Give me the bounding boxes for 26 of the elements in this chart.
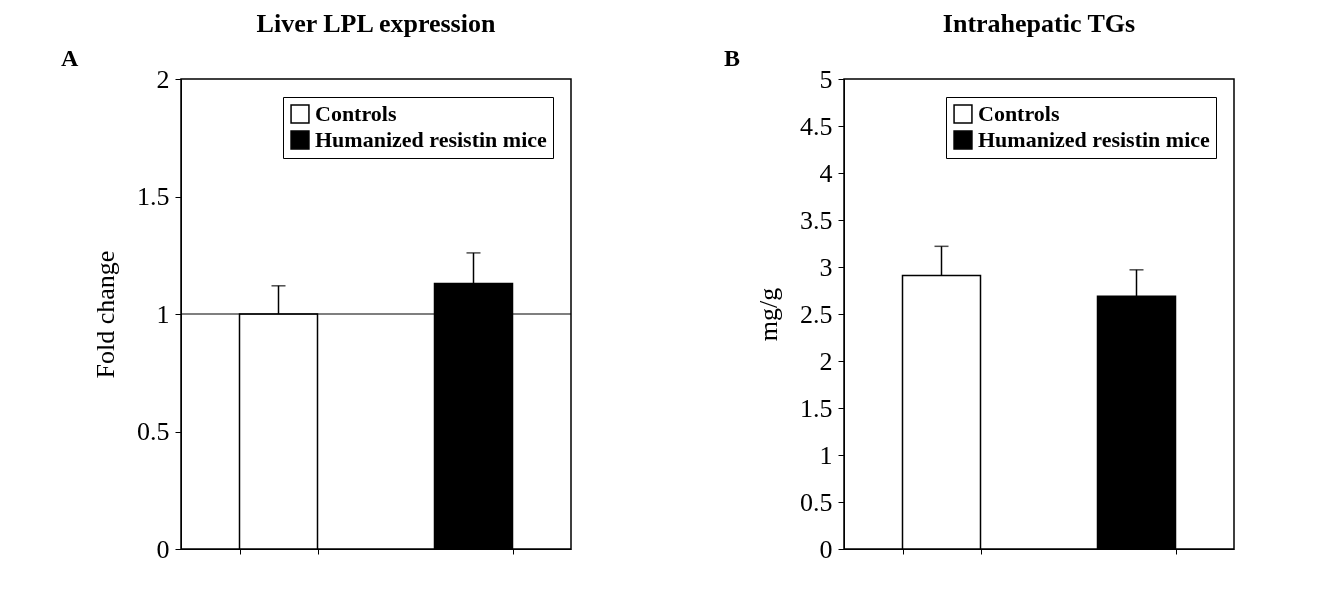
- legend-label: Controls: [315, 101, 397, 126]
- y-tick-label: 1.5: [137, 182, 170, 211]
- text: B: [724, 45, 741, 71]
- chart-title: Intrahepatic TGs: [942, 9, 1136, 38]
- y-tick-label: 0: [819, 534, 833, 564]
- y-tick-label: 1.5: [800, 393, 833, 423]
- y-axis-title: Fold change: [91, 250, 120, 379]
- y-tick-label: 2: [156, 64, 170, 94]
- text: A: [61, 45, 79, 71]
- y-tick-label: 3.5: [800, 205, 833, 235]
- y-tick-label: 0.5: [800, 487, 833, 517]
- y-tick-label: 1: [156, 299, 170, 329]
- legend-label: Humanized resistin mice: [315, 127, 548, 152]
- y-tick-label: 1: [819, 440, 833, 470]
- y-axis-title: mg/g: [754, 287, 783, 342]
- y-tick-label: 3: [819, 252, 833, 282]
- chart-title: Liver LPL expression: [256, 9, 496, 38]
- y-tick-label: 4: [819, 158, 833, 188]
- y-tick-label: 2.5: [800, 299, 833, 329]
- y-tick-label: 0.5: [137, 417, 170, 446]
- legend-label: Humanized resistin mice: [978, 127, 1211, 152]
- y-tick-label: 4.5: [800, 111, 833, 141]
- y-tick-label: 2: [819, 346, 833, 376]
- legend-label: Controls: [978, 101, 1060, 126]
- y-tick-label: 5: [819, 64, 833, 94]
- y-tick-label: 0: [156, 534, 170, 564]
